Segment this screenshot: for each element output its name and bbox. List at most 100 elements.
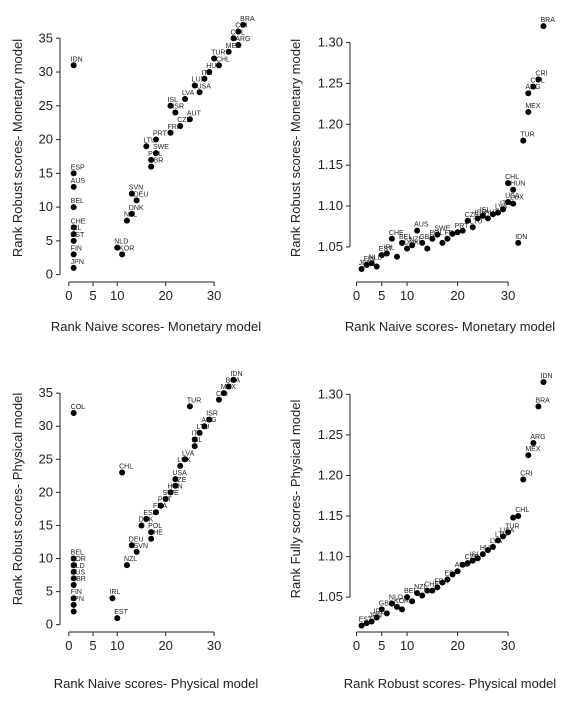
data-point-label: LVA	[182, 90, 195, 97]
data-point-label: SVN	[129, 185, 143, 192]
y-tick-label: 1.30	[318, 35, 343, 50]
y-axis-title: Rank Robust scores- Monetary model	[288, 39, 303, 257]
data-point-label: BEL	[71, 550, 84, 557]
data-point-label: SWE	[153, 144, 169, 151]
y-tick-label: 35	[39, 385, 53, 400]
data-point-label: JPN	[71, 259, 84, 266]
data-point	[429, 235, 436, 242]
data-point	[123, 217, 130, 224]
data-point	[138, 522, 145, 529]
y-tick-label: 30	[39, 64, 53, 79]
data-point-label: FIN	[71, 589, 82, 596]
data-point-label: CHL	[119, 464, 133, 471]
data-point	[505, 180, 512, 187]
data-point-label: CHL	[505, 174, 519, 181]
data-point-label: EST	[379, 246, 393, 253]
y-tick-label: 1.05	[318, 589, 343, 604]
data-point	[182, 96, 189, 103]
data-point	[358, 622, 365, 629]
data-point	[70, 237, 77, 244]
data-point	[429, 587, 436, 594]
data-point	[414, 590, 421, 597]
y-tick-label: 1.15	[318, 157, 343, 172]
data-point	[225, 383, 232, 390]
y-tick-label: 20	[39, 484, 53, 499]
data-point	[530, 83, 537, 90]
y-tick-label: 15	[39, 517, 53, 532]
data-point	[211, 55, 218, 62]
data-point-label: LTU	[470, 218, 483, 225]
data-point-label: CHE	[71, 218, 86, 225]
data-point	[484, 215, 491, 222]
data-point	[148, 529, 155, 536]
data-point	[70, 251, 77, 258]
data-point	[201, 75, 208, 82]
y-axis-title: Rank Fully scores- Physical model	[288, 400, 303, 599]
data-point-label: CRI	[520, 471, 532, 478]
data-point	[186, 116, 193, 123]
data-point	[133, 548, 140, 555]
data-point-label: NLD	[369, 254, 383, 261]
data-point	[368, 618, 375, 625]
data-point	[172, 476, 179, 483]
data-point-label: CZE	[465, 212, 479, 219]
data-point	[444, 235, 451, 242]
data-point	[515, 513, 522, 520]
data-point	[167, 489, 174, 496]
data-point	[434, 231, 441, 238]
data-point-label: JPN	[71, 596, 84, 603]
data-point-label: BEL	[71, 198, 84, 205]
y-tick-label: 1.30	[318, 386, 343, 401]
data-point	[540, 379, 547, 386]
data-point	[449, 230, 456, 237]
data-point-label: IDN	[71, 56, 83, 63]
data-point	[439, 239, 446, 246]
y-tick-label: 5	[46, 233, 53, 248]
data-point-label: NZL	[414, 584, 427, 591]
data-point	[474, 555, 481, 562]
data-point	[383, 250, 390, 257]
data-point-label: ISL	[480, 207, 491, 214]
y-tick-label: 1.10	[318, 549, 343, 564]
data-point-label: IRL	[71, 225, 82, 232]
data-point	[70, 568, 77, 575]
data-point	[123, 562, 130, 569]
data-point-label: HUN	[206, 63, 221, 70]
data-point	[70, 410, 77, 416]
data-point	[399, 606, 405, 613]
data-point-label: ISR	[475, 209, 487, 216]
data-point	[70, 555, 77, 562]
data-point	[128, 190, 135, 197]
data-point	[220, 390, 227, 397]
data-point	[363, 261, 370, 268]
x-tick-label: 30	[501, 288, 515, 303]
data-point	[399, 239, 405, 246]
data-point-label: TUR	[187, 397, 201, 404]
data-point	[186, 403, 193, 410]
data-point	[525, 452, 532, 459]
data-point-label: ISL	[470, 552, 481, 559]
data-point-label: BRA	[535, 398, 550, 405]
data-point	[230, 376, 237, 383]
data-point	[378, 606, 385, 613]
data-point	[489, 211, 496, 218]
data-point	[172, 482, 179, 489]
data-point	[424, 587, 431, 594]
data-point	[148, 156, 155, 163]
data-point-label: KOR	[394, 598, 409, 605]
data-point	[225, 48, 232, 55]
y-tick-label: 0	[46, 267, 53, 282]
data-point	[109, 595, 116, 602]
data-point-label: NLD	[71, 563, 85, 570]
data-point	[393, 253, 400, 260]
x-tick-label: 5	[378, 288, 385, 303]
data-point	[70, 562, 77, 569]
data-point	[495, 537, 501, 544]
data-point-label: EST	[359, 617, 373, 624]
data-point	[167, 129, 174, 136]
data-point-label: PRT	[455, 223, 470, 230]
data-point	[459, 561, 466, 568]
data-point	[177, 462, 184, 469]
y-tick-label: 10	[39, 199, 53, 214]
